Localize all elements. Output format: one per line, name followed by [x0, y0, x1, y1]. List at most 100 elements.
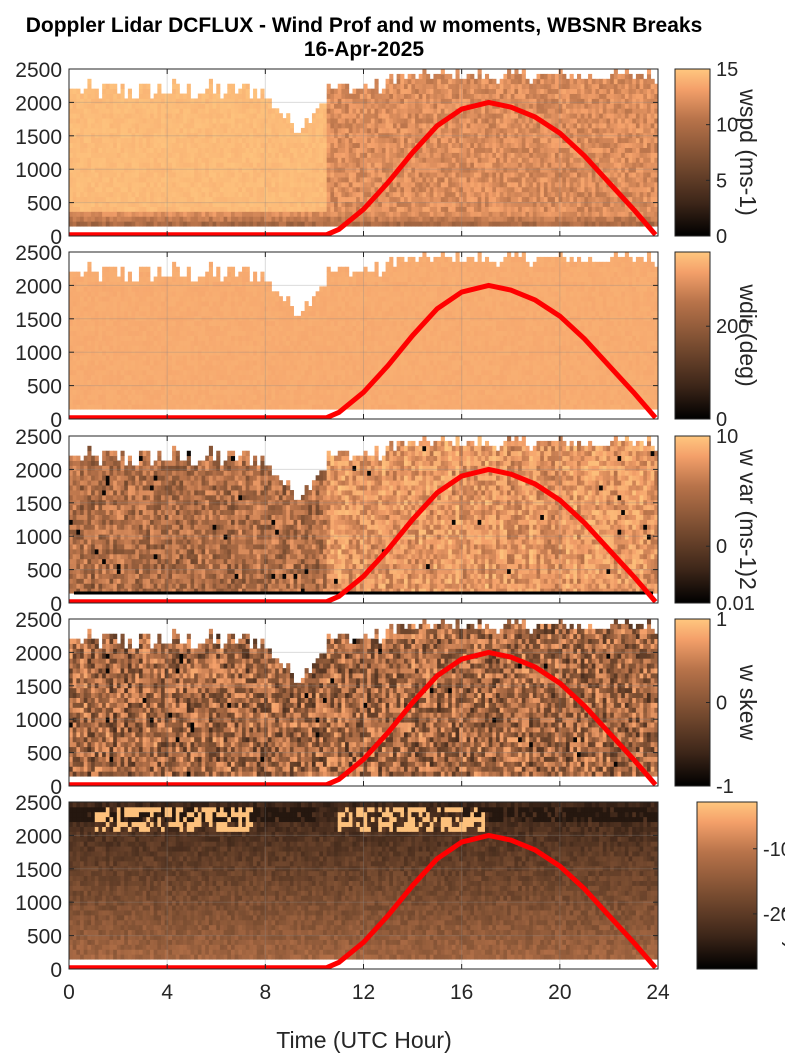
heatmap-cell — [91, 286, 96, 292]
heatmap-cell — [444, 206, 449, 212]
heatmap-cell — [646, 152, 652, 158]
heatmap-cell — [323, 157, 328, 163]
heatmap-cell — [227, 191, 232, 198]
heatmap-cell — [319, 137, 324, 144]
heatmap-cell — [345, 181, 350, 188]
heatmap-cell — [109, 113, 114, 119]
heatmap-cell — [433, 177, 438, 183]
heatmap-cell — [98, 330, 103, 336]
heatmap-cell — [216, 127, 221, 134]
heatmap-cell — [116, 103, 121, 109]
heatmap-cell — [212, 211, 217, 217]
heatmap-cell — [153, 186, 158, 193]
heatmap-cell — [153, 127, 158, 134]
heatmap-cell — [628, 113, 633, 119]
heatmap-cell — [76, 271, 81, 277]
heatmap-cell — [521, 167, 526, 173]
heatmap-cell — [330, 201, 335, 207]
heatmap-cell — [76, 172, 81, 178]
heatmap-cell — [227, 93, 232, 99]
heatmap-cell — [142, 177, 147, 183]
heatmap-cell — [264, 108, 269, 114]
heatmap-cell — [153, 157, 158, 163]
heatmap-cell — [341, 167, 346, 173]
heatmap-cell — [127, 216, 132, 222]
heatmap-cell — [588, 93, 593, 99]
heatmap-cell — [109, 271, 114, 277]
heatmap-cell — [543, 98, 548, 104]
heatmap-cell — [179, 142, 184, 148]
heatmap-cell — [223, 201, 228, 207]
heatmap-cell — [186, 221, 191, 227]
heatmap-cell — [190, 137, 195, 144]
heatmap-cell — [595, 88, 600, 94]
heatmap-cell — [186, 103, 191, 109]
heatmap-cell — [326, 132, 331, 139]
heatmap-cell — [484, 83, 490, 90]
heatmap-cell — [76, 167, 81, 173]
heatmap-cell — [341, 118, 346, 124]
heatmap-cell — [94, 306, 99, 312]
heatmap-cell — [219, 132, 225, 139]
heatmap-cell — [87, 118, 92, 124]
heatmap-cell — [470, 73, 475, 80]
heatmap-cell — [138, 162, 144, 168]
heatmap-cell — [83, 345, 88, 351]
heatmap-cell — [138, 142, 144, 148]
heatmap-cell — [554, 73, 559, 80]
heatmap-cell — [289, 196, 294, 203]
heatmap-cell — [536, 127, 541, 134]
heatmap-cell — [186, 167, 191, 173]
heatmap-cell — [98, 310, 103, 317]
heatmap-cell — [168, 152, 173, 158]
heatmap-cell — [370, 93, 375, 99]
heatmap-cell — [580, 127, 585, 134]
heatmap-cell — [116, 181, 121, 188]
heatmap-cell — [411, 137, 416, 144]
heatmap-cell — [473, 157, 479, 163]
heatmap-cell — [91, 384, 96, 390]
heatmap-cell — [529, 137, 534, 144]
heatmap-cell — [334, 172, 339, 178]
heatmap-cell — [94, 364, 99, 371]
heatmap-cell — [304, 191, 309, 198]
heatmap-cell — [146, 137, 151, 144]
heatmap-cell — [378, 172, 383, 178]
heatmap-cell — [518, 73, 523, 80]
heatmap-cell — [83, 147, 88, 153]
heatmap-cell — [540, 108, 545, 114]
y-tick-label: 500 — [27, 193, 62, 216]
heatmap-cell — [194, 118, 199, 124]
heatmap-cell — [304, 201, 309, 207]
heatmap-cell — [337, 98, 342, 104]
heatmap-cell — [260, 186, 265, 193]
heatmap-cell — [529, 211, 534, 217]
heatmap-cell — [411, 201, 416, 207]
heatmap-cell — [650, 93, 655, 99]
heatmap-cell — [628, 132, 633, 139]
heatmap-cell — [330, 123, 335, 129]
heatmap-cell — [230, 181, 236, 188]
heatmap-cell — [499, 201, 504, 207]
heatmap-cell — [403, 93, 409, 99]
heatmap-cell — [602, 78, 607, 85]
heatmap-cell — [466, 162, 471, 168]
heatmap-cell — [440, 181, 445, 188]
heatmap-cell — [334, 88, 339, 94]
heatmap-cell — [238, 137, 243, 144]
heatmap-cell — [164, 98, 169, 104]
heatmap-cell — [613, 167, 618, 173]
heatmap-cell — [131, 206, 136, 212]
heatmap-cell — [120, 186, 125, 193]
heatmap-cell — [396, 147, 401, 153]
heatmap-cell — [183, 211, 188, 217]
heatmap-cell — [496, 123, 501, 129]
heatmap-cell — [385, 88, 390, 94]
heatmap-cell — [256, 157, 261, 163]
heatmap-cell — [415, 83, 420, 90]
heatmap-cell — [76, 335, 81, 341]
heatmap-cell — [109, 103, 114, 109]
heatmap-cell — [396, 206, 401, 212]
heatmap-cell — [94, 281, 99, 287]
heatmap-cell — [216, 93, 221, 99]
